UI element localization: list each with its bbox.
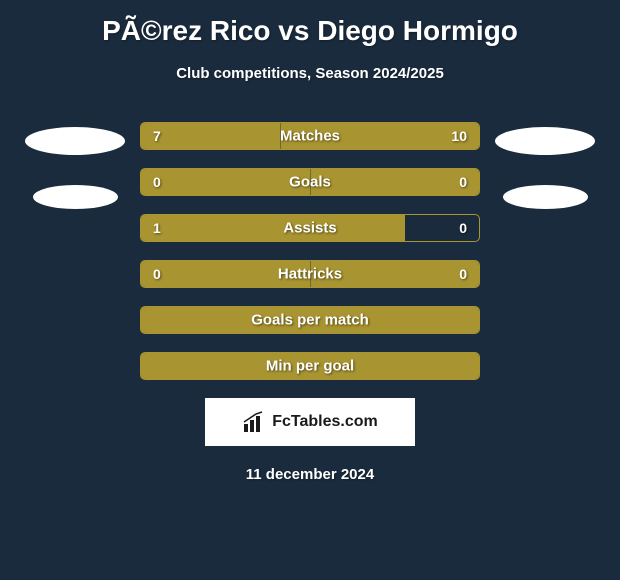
- stats-area: Matches710Goals00Assists10Hattricks00Goa…: [0, 122, 620, 380]
- right-shapes: [495, 122, 595, 209]
- bar-value-left: 0: [153, 174, 161, 190]
- stat-bar-hattricks: Hattricks 0 0: [140, 260, 480, 288]
- bar-left-fill: [141, 215, 405, 241]
- stat-bar-assists: Assists 1 0: [140, 214, 480, 242]
- bar-value-right: 0: [459, 220, 467, 236]
- player-left-shape-1: [25, 127, 125, 155]
- bar-value-right: 10: [451, 128, 467, 144]
- left-shapes: [25, 122, 125, 209]
- stat-bar-goals-per-match: Goals per match: [140, 306, 480, 334]
- stat-bar-goals: Goals 0 0: [140, 168, 480, 196]
- bar-label: Goals per match: [251, 312, 369, 329]
- bar-value-left: 0: [153, 266, 161, 282]
- bar-label: Matches: [280, 128, 340, 145]
- chart-icon: [242, 410, 266, 434]
- bar-label: Goals: [289, 174, 331, 191]
- bar-value-left: 1: [153, 220, 161, 236]
- bar-left-fill: [141, 123, 280, 149]
- player-right-shape-2: [503, 185, 588, 209]
- player-right-shape-1: [495, 127, 595, 155]
- bar-label: Hattricks: [278, 266, 342, 283]
- bar-label: Assists: [283, 220, 336, 237]
- bar-value-right: 0: [459, 266, 467, 282]
- stat-bar-matches: Matches 7 10: [140, 122, 480, 150]
- player-left-shape-2: [33, 185, 118, 209]
- bar-value-right: 0: [459, 174, 467, 190]
- bar-right-fill: [310, 169, 479, 195]
- logo-text: FcTables.com: [272, 413, 378, 431]
- bars-container: Matches710Goals00Assists10Hattricks00Goa…: [140, 122, 480, 380]
- stat-bar-min-per-goal: Min per goal: [140, 352, 480, 380]
- page-subtitle: Club competitions, Season 2024/2025: [176, 65, 444, 82]
- bar-left-fill: [141, 169, 310, 195]
- bar-label: Min per goal: [266, 358, 354, 375]
- bar-value-left: 7: [153, 128, 161, 144]
- page-title: PÃ©rez Rico vs Diego Hormigo: [102, 15, 518, 47]
- logo-box[interactable]: FcTables.com: [205, 398, 415, 446]
- date-text: 11 december 2024: [246, 466, 374, 483]
